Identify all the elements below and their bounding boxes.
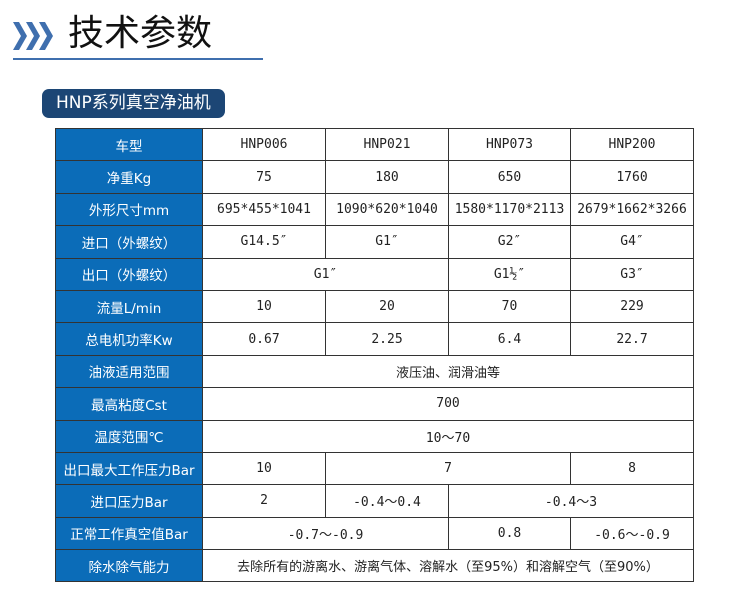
table-cell: 0.67 [202,322,326,356]
row-label: 进口（外螺纹） [55,225,203,259]
table-row: 流量L/min 10 20 70 229 [55,289,694,324]
table-row: 出口（外螺纹） G1″ G1½″ G3″ [55,257,694,291]
table-cell: 22.7 [570,322,694,356]
table-row: 温度范围℃ 10～70 [55,419,694,453]
table-row: 油液适用范围 液压油、润滑油等 [55,354,694,389]
page-title: 技术参数 [68,13,213,54]
row-label: 外形尺寸mm [55,192,203,227]
table-cell: -0.4～0.4 [325,484,449,518]
table-cell: 180 [325,160,449,194]
table-cell: G1″ [202,257,449,291]
table-cell: -0.7～-0.9 [202,516,449,551]
triple-chevron-icon [13,22,53,50]
table-cell: -0.4～3 [448,484,694,518]
table-cell: 2 [202,484,326,518]
row-label: 最高粘度Cst [55,387,203,421]
table-cell: HNP200 [570,127,694,162]
row-label: 油液适用范围 [55,354,203,389]
table-row: 出口最大工作压力Bar 10 7 8 [55,451,694,486]
table-cell: HNP006 [202,127,326,162]
table-row: 进口（外螺纹） G14.5″ G1″ G2″ G4″ [55,225,694,259]
table-row: 总电机功率Kw 0.67 2.25 6.4 22.7 [55,322,694,356]
table-row: 外形尺寸mm 695*455*1041 1090*620*1040 1580*1170… [55,192,694,227]
table-row: 净重Kg 75 180 650 1760 [55,160,694,194]
table-cell: 20 [325,289,449,324]
table-cell: 1760 [570,160,694,194]
row-label: 进口压力Bar [55,484,203,518]
table-cell: 去除所有的游离水、游离气体、溶解水（至95%）和溶解空气（至90%） [202,549,694,583]
table-cell: 10 [202,289,326,324]
spec-table: 车型 HNP006 HNP021 HNP073 HNP200 净重Kg 75 180 650 17… [55,127,694,583]
table-cell: 2679*1662*3266 [570,192,694,227]
table-row: 进口压力Bar 2 -0.4～0.4 -0.4～3 [55,484,694,518]
table-cell: G4″ [570,225,694,259]
table-cell: G1½″ [448,257,571,291]
table-cell: 10 [202,451,326,486]
row-label: 正常工作真空值Bar [55,516,203,551]
row-label: 出口最大工作压力Bar [55,451,203,486]
table-cell: 10～70 [202,419,694,453]
table-cell: G14.5″ [202,225,326,259]
table-cell: 2.25 [325,322,449,356]
row-label: 净重Kg [55,160,203,194]
table-cell: 650 [448,160,571,194]
row-label: 温度范围℃ [55,419,203,453]
table-cell: 75 [202,160,326,194]
table-cell: 7 [325,451,571,486]
table-cell: -0.6～-0.9 [570,516,694,551]
table-cell: 695*455*1041 [202,192,326,227]
row-label: 车型 [55,127,203,162]
table-cell: G1″ [325,225,449,259]
table-cell: 8 [570,451,694,486]
row-label: 除水除气能力 [55,549,203,583]
table-row: 除水除气能力 去除所有的游离水、游离气体、溶解水（至95%）和溶解空气（至90%） [55,549,694,583]
table-cell: G2″ [448,225,571,259]
table-cell: 1090*620*1040 [325,192,449,227]
table-cell: 700 [202,387,694,421]
table-cell: G3″ [570,257,694,291]
table-cell: 1580*1170*2113 [448,192,571,227]
table-cell: 液压油、润滑油等 [202,354,694,389]
row-label: 流量L/min [55,289,203,324]
table-cell: 0.8 [448,516,571,551]
table-cell: HNP021 [325,127,449,162]
title-underline [13,58,263,60]
section-label: HNP系列真空净油机 [42,89,225,118]
table-cell: HNP073 [448,127,571,162]
row-label: 总电机功率Kw [55,322,203,356]
table-cell: 70 [448,289,571,324]
table-row: 车型 HNP006 HNP021 HNP073 HNP200 [55,127,694,162]
table-row: 最高粘度Cst 700 [55,387,694,421]
table-cell: 6.4 [448,322,571,356]
table-cell: 229 [570,289,694,324]
row-label: 出口（外螺纹） [55,257,203,291]
table-row: 正常工作真空值Bar -0.7～-0.9 0.8 -0.6～-0.9 [55,516,694,551]
